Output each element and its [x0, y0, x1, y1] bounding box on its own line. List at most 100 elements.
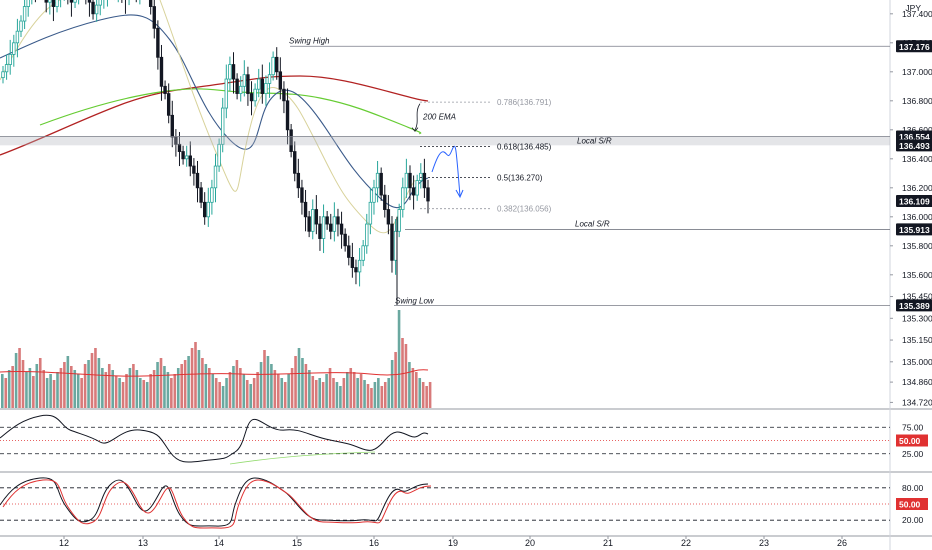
volume-bar — [114, 376, 118, 408]
volume-bar — [390, 360, 394, 408]
volume-bar — [245, 380, 249, 408]
rsi-tick-label: 75.00 — [902, 422, 924, 432]
candle-body — [217, 143, 221, 167]
volume-bar — [4, 378, 8, 408]
price-tick-label: 135.450 — [902, 292, 932, 302]
volume-bar — [56, 372, 59, 408]
volume-bar — [183, 360, 187, 408]
volume-bar — [38, 358, 42, 408]
candle-body — [22, 6, 27, 22]
candle-body — [332, 216, 337, 232]
candle-body — [249, 93, 254, 102]
candle-body — [91, 1, 95, 15]
candle-body — [278, 71, 283, 90]
candle-body — [156, 27, 160, 58]
ema-200-label: 200 EMA — [422, 113, 456, 122]
candle-body — [300, 187, 304, 203]
volume-bar — [404, 344, 408, 408]
candle-body — [365, 223, 369, 247]
price-tick-label: 134.860 — [902, 377, 932, 387]
candle-body — [159, 56, 164, 87]
volume-bar — [304, 364, 308, 408]
volume-bar — [311, 376, 315, 408]
volume-bar — [107, 364, 111, 408]
candle-body — [408, 172, 412, 189]
volume-bar — [232, 366, 235, 408]
candle-body — [170, 114, 174, 138]
volume-bar — [97, 358, 101, 408]
price-tag — [896, 223, 932, 236]
volume-bar — [156, 362, 159, 408]
volume-bar — [380, 386, 384, 408]
volume-bar — [190, 348, 194, 408]
candle-body — [69, 0, 74, 3]
candle-body — [267, 74, 272, 84]
volume-bar — [121, 382, 125, 408]
volume-bar — [387, 378, 390, 408]
volume-bar — [197, 350, 201, 408]
candle-body — [184, 155, 189, 160]
ema-arrowhead — [411, 127, 419, 132]
price-tick-label: 137.400 — [902, 9, 932, 19]
volume-bar — [125, 374, 128, 408]
volume-bar — [21, 360, 25, 408]
candle-body — [260, 78, 265, 94]
candle-body — [318, 223, 322, 239]
date-tick-label: 20 — [525, 538, 535, 548]
candle-body — [307, 216, 311, 232]
candle-body — [393, 230, 398, 261]
date-tick-label: 12 — [59, 538, 69, 548]
candle-body — [228, 64, 232, 80]
candle-body — [210, 187, 214, 203]
rsi-line — [0, 414, 429, 463]
candle-body — [26, 0, 30, 7]
volume-bar — [135, 370, 139, 408]
price-tag-label: 136.109 — [899, 197, 930, 207]
stoch-tag — [896, 498, 928, 510]
candle-body — [202, 201, 207, 218]
swing-low-label: Swing Low — [395, 296, 435, 305]
volume-bar — [394, 352, 397, 408]
volume-bar — [49, 374, 52, 408]
candle-body — [282, 88, 286, 102]
volume-bar — [159, 358, 163, 408]
volume-bar — [45, 378, 49, 408]
candle-body — [174, 136, 178, 145]
volume-bar — [142, 380, 146, 408]
volume-bar — [290, 368, 294, 408]
volume-bar — [18, 348, 21, 408]
price-tick-label: 136.600 — [902, 125, 932, 135]
candle-body — [390, 223, 394, 261]
candle-body — [415, 180, 419, 196]
volume-bar — [397, 310, 401, 408]
projection-arrow — [431, 145, 461, 197]
candle-body — [375, 172, 380, 189]
volume-bars — [0, 310, 432, 408]
volume-bar — [242, 374, 246, 408]
volume-bar — [359, 374, 363, 408]
candle-body — [206, 201, 210, 218]
candle-body — [148, 0, 153, 7]
candle-body — [1, 71, 5, 79]
volume-bar — [356, 378, 359, 408]
volume-bar — [221, 386, 225, 408]
candle-body — [166, 93, 171, 116]
volume-bar — [28, 368, 32, 408]
volume-bar — [83, 364, 87, 408]
candle-body — [152, 6, 156, 29]
volume-bar — [225, 378, 228, 408]
volume-bar — [277, 374, 280, 408]
volume-bar — [325, 374, 328, 408]
candle-body — [296, 172, 301, 189]
volume-bar — [204, 364, 208, 408]
date-tick-label: 19 — [448, 538, 458, 548]
candle-body — [419, 172, 423, 181]
candle-body — [386, 209, 391, 225]
candle-body — [213, 165, 218, 189]
volume-bar — [76, 374, 80, 408]
fib-label: 0.382(136.056) — [497, 205, 552, 214]
candle-body — [379, 172, 383, 196]
volume-bar — [308, 370, 311, 408]
candle-body — [422, 172, 427, 189]
